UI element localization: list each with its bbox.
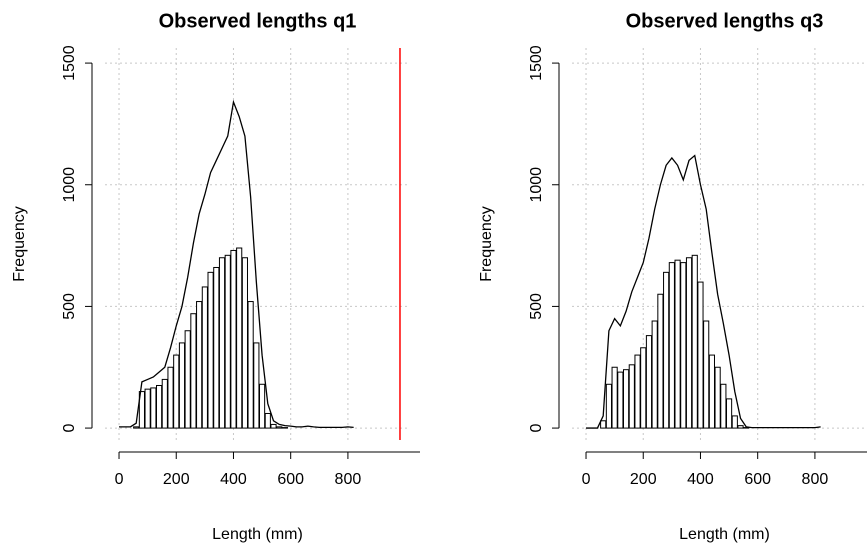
bar bbox=[628, 364, 635, 429]
line bbox=[119, 99, 354, 428]
bar bbox=[640, 347, 647, 429]
bar bbox=[241, 257, 248, 429]
bar bbox=[714, 366, 721, 429]
bar bbox=[133, 426, 140, 429]
bar bbox=[611, 366, 618, 429]
bar bbox=[708, 354, 715, 429]
x-tick-label: 400 bbox=[687, 471, 714, 488]
panel: Observed lengths q1 Length (mm) Frequency 0… bbox=[11, 10, 420, 543]
bar bbox=[737, 425, 744, 429]
bar bbox=[224, 254, 231, 429]
bar bbox=[617, 371, 624, 429]
bar bbox=[264, 412, 271, 429]
x-tick-label: 200 bbox=[163, 471, 190, 488]
bar bbox=[634, 354, 641, 429]
y-tick-label: 500 bbox=[61, 293, 78, 320]
bar bbox=[156, 384, 163, 429]
chart-title: Observed lengths q1 bbox=[159, 10, 357, 32]
bar bbox=[270, 423, 277, 429]
bar bbox=[680, 262, 687, 429]
x-tick-label: 0 bbox=[115, 471, 124, 488]
bar bbox=[253, 342, 260, 429]
x-tick-label: 600 bbox=[277, 471, 304, 488]
bar bbox=[276, 426, 283, 429]
bar bbox=[138, 391, 145, 429]
bar bbox=[657, 293, 664, 429]
bar bbox=[230, 249, 237, 429]
bar bbox=[731, 415, 738, 429]
bar bbox=[663, 271, 670, 429]
x-axis-label: Length (mm) bbox=[212, 526, 303, 543]
bar bbox=[167, 366, 174, 429]
bar bbox=[207, 271, 214, 429]
bar bbox=[178, 342, 186, 429]
bar bbox=[247, 301, 254, 429]
bar bbox=[161, 378, 168, 429]
bar bbox=[259, 383, 266, 429]
y-tick-label: 500 bbox=[528, 293, 545, 320]
panel: Observed lengths q3 Length (mm) Frequency 0… bbox=[478, 10, 867, 543]
bar bbox=[691, 254, 698, 429]
bar bbox=[623, 369, 630, 429]
bar bbox=[144, 388, 151, 429]
bar bbox=[726, 398, 733, 429]
chart-title: Observed lengths q3 bbox=[626, 10, 824, 32]
x-tick-label: 400 bbox=[220, 471, 247, 488]
y-tick-label: 1500 bbox=[528, 45, 545, 81]
bar bbox=[720, 383, 727, 429]
bar bbox=[218, 257, 226, 429]
bar bbox=[668, 262, 675, 429]
bar bbox=[697, 281, 704, 429]
bar bbox=[645, 335, 653, 429]
bar bbox=[196, 301, 203, 429]
bar bbox=[651, 320, 658, 429]
y-tick-label: 1000 bbox=[61, 167, 78, 203]
y-tick-label: 0 bbox=[61, 424, 78, 433]
bar bbox=[184, 330, 191, 429]
y-axis-label: Frequency bbox=[11, 206, 28, 282]
y-tick-label: 1000 bbox=[528, 167, 545, 203]
bar bbox=[703, 320, 710, 429]
bar bbox=[201, 286, 208, 429]
x-tick-label: 600 bbox=[744, 471, 771, 488]
bar bbox=[605, 383, 612, 429]
x-tick-label: 800 bbox=[335, 471, 362, 488]
bar bbox=[685, 257, 693, 429]
x-axis-label: Length (mm) bbox=[679, 526, 770, 543]
bar bbox=[674, 259, 681, 429]
x-tick-label: 200 bbox=[630, 471, 657, 488]
bar bbox=[173, 354, 180, 429]
x-tick-label: 800 bbox=[802, 471, 829, 488]
bar bbox=[213, 266, 220, 429]
bar bbox=[236, 247, 243, 429]
y-tick-label: 0 bbox=[528, 424, 545, 433]
x-tick-label: 0 bbox=[582, 471, 591, 488]
y-tick-label: 1500 bbox=[61, 45, 78, 81]
bar bbox=[600, 420, 607, 429]
bar bbox=[190, 313, 197, 429]
y-axis-label: Frequency bbox=[478, 206, 495, 282]
line bbox=[586, 154, 821, 429]
bar bbox=[150, 387, 157, 429]
